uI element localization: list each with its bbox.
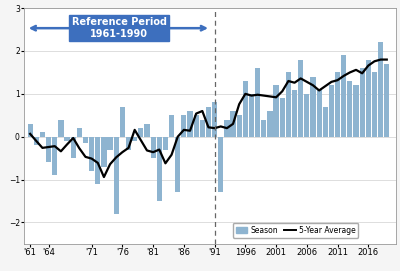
Bar bbox=[108, 137, 113, 150]
Bar bbox=[298, 60, 303, 137]
Bar bbox=[194, 115, 199, 137]
Bar bbox=[366, 60, 371, 137]
Text: Reference Period
1961-1990: Reference Period 1961-1990 bbox=[72, 17, 167, 39]
Bar bbox=[354, 85, 359, 137]
Bar bbox=[261, 120, 266, 137]
Bar bbox=[52, 137, 57, 175]
Bar bbox=[243, 81, 248, 137]
Bar bbox=[126, 137, 131, 150]
Legend: Season, 5-Year Average: Season, 5-Year Average bbox=[233, 222, 358, 238]
Bar bbox=[310, 77, 316, 137]
Bar bbox=[181, 115, 186, 137]
Bar bbox=[212, 102, 217, 137]
Bar bbox=[157, 137, 162, 201]
Bar bbox=[138, 128, 144, 137]
Bar bbox=[218, 137, 223, 192]
Bar bbox=[341, 55, 346, 137]
Bar bbox=[169, 115, 174, 137]
Bar bbox=[329, 85, 334, 137]
Bar bbox=[70, 137, 76, 158]
Bar bbox=[95, 137, 100, 184]
Bar bbox=[28, 124, 33, 137]
Bar bbox=[188, 111, 193, 137]
Bar bbox=[255, 68, 260, 137]
Bar bbox=[316, 90, 322, 137]
Bar bbox=[175, 137, 180, 192]
Bar bbox=[249, 94, 254, 137]
Bar bbox=[120, 107, 125, 137]
Bar bbox=[132, 137, 137, 141]
Bar bbox=[34, 137, 39, 145]
Bar bbox=[372, 72, 377, 137]
Bar bbox=[304, 94, 310, 137]
Bar bbox=[378, 43, 383, 137]
Bar bbox=[335, 72, 340, 137]
Bar bbox=[292, 90, 297, 137]
Bar bbox=[347, 81, 352, 137]
Bar bbox=[224, 120, 230, 137]
Bar bbox=[280, 98, 285, 137]
Bar bbox=[64, 137, 70, 141]
Bar bbox=[274, 85, 279, 137]
Bar bbox=[150, 137, 156, 158]
Bar bbox=[323, 107, 328, 137]
Bar bbox=[163, 137, 168, 150]
Bar bbox=[230, 111, 236, 137]
Bar bbox=[360, 68, 365, 137]
Bar bbox=[83, 137, 88, 143]
Bar bbox=[144, 124, 150, 137]
Bar bbox=[114, 137, 119, 214]
Bar bbox=[40, 133, 45, 137]
Bar bbox=[101, 137, 106, 167]
Bar bbox=[384, 64, 389, 137]
Bar bbox=[200, 120, 205, 137]
Bar bbox=[286, 72, 291, 137]
Bar bbox=[77, 128, 82, 137]
Bar bbox=[46, 137, 51, 162]
Bar bbox=[58, 120, 64, 137]
Bar bbox=[206, 107, 211, 137]
Bar bbox=[267, 111, 272, 137]
Bar bbox=[89, 137, 94, 171]
Bar bbox=[236, 115, 242, 137]
